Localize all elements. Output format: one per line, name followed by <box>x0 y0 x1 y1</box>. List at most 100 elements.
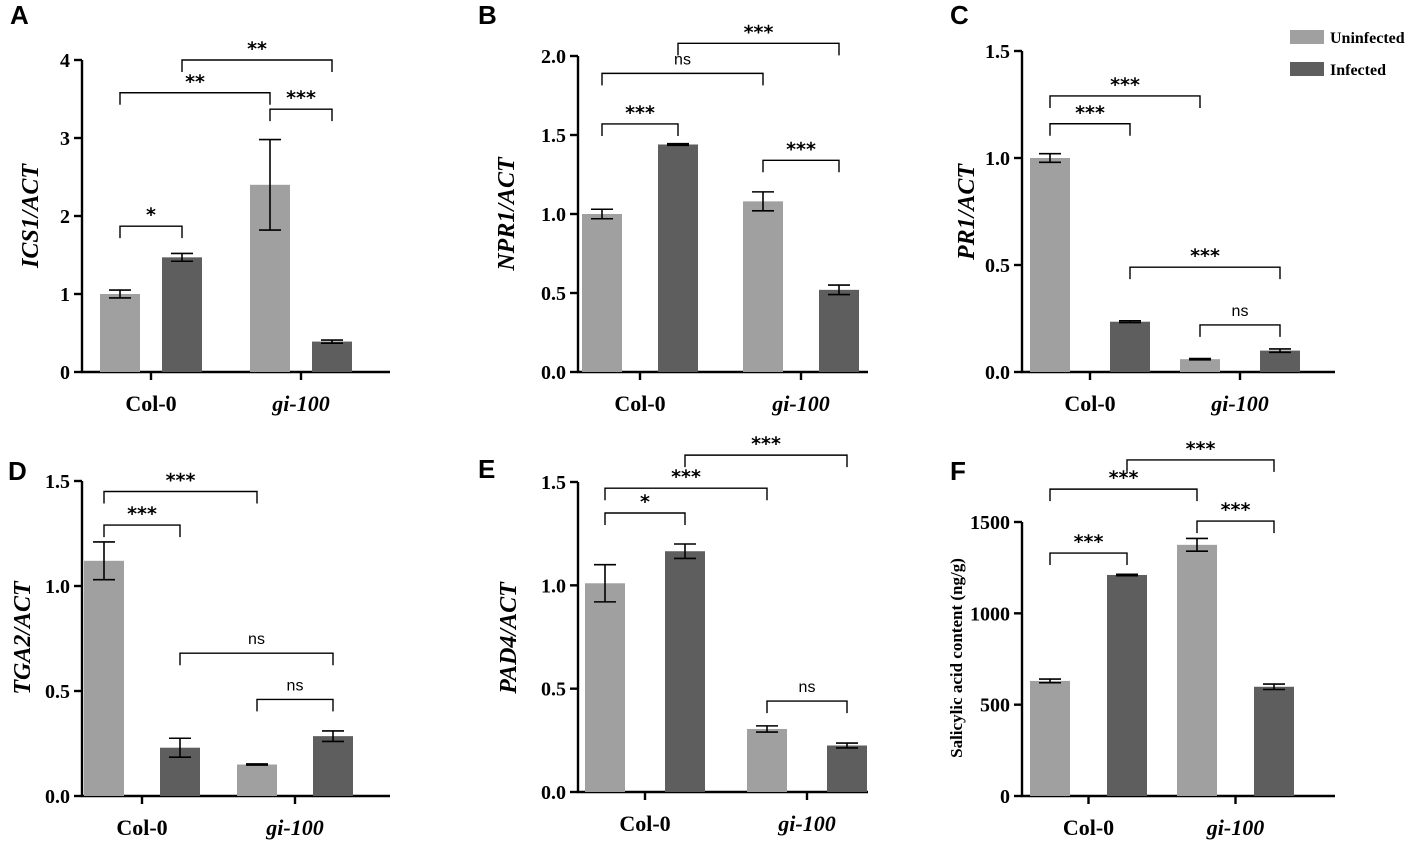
significance-bracket <box>1049 488 1198 502</box>
bar-uninfected-col-0 <box>585 583 625 792</box>
significance-label: * <box>640 491 650 513</box>
significance-bracket <box>1049 123 1131 136</box>
bar-infected-gi-100 <box>827 745 867 792</box>
y-tick-label: 1.0 <box>541 204 566 226</box>
significance-label: *** <box>625 102 655 124</box>
legend-swatch <box>1290 62 1324 76</box>
bar-infected-col-0 <box>162 257 202 372</box>
panel-letter: A <box>10 0 29 30</box>
bar-infected-col-0 <box>658 144 698 372</box>
significance-bracket <box>1129 266 1281 280</box>
legend: Uninfected Infected <box>1290 30 1405 79</box>
y-axis-label: PR1/ACT <box>954 163 980 261</box>
bar-uninfected-gi-100 <box>237 764 277 796</box>
significance-label: ns <box>674 51 691 68</box>
x-category-label: Col-0 <box>1064 391 1115 416</box>
significance-label: *** <box>1221 499 1251 521</box>
significance-label: ** <box>185 71 205 93</box>
panel-b: B 0.0 0.5 1.0 1.5 2.0 NPR1/ACT Col-0 gi-100 *** ns… <box>478 0 868 416</box>
y-tick-label: 0.5 <box>541 679 566 701</box>
panel-letter: C <box>950 0 969 30</box>
significance-label: *** <box>671 466 701 488</box>
significance-bracket <box>1199 324 1281 337</box>
significance-bracket <box>181 59 333 72</box>
x-category-label: gi-100 <box>1206 815 1264 840</box>
legend-swatch <box>1290 30 1324 44</box>
significance-label: ns <box>1232 303 1249 320</box>
panel-letter: F <box>950 456 966 486</box>
significance-bracket <box>601 72 764 86</box>
significance-label: ns <box>248 631 265 648</box>
significance-bracket <box>604 512 686 525</box>
y-tick-label: 0.5 <box>541 283 566 305</box>
y-tick-label: 1500 <box>970 512 1010 534</box>
y-tick-label: 1.0 <box>541 575 566 597</box>
significance-bracket <box>677 42 840 56</box>
significance-bracket <box>684 454 848 468</box>
significance-label: *** <box>1075 102 1105 124</box>
significance-label: *** <box>166 470 196 492</box>
x-category-label: Col-0 <box>1063 815 1114 840</box>
x-category-label: Col-0 <box>614 391 665 416</box>
significance-label: *** <box>286 87 316 109</box>
y-axis-label: TGA2/ACT <box>10 580 36 695</box>
y-tick-label: 1.5 <box>541 472 566 494</box>
y-tick-label: 1.5 <box>985 41 1010 63</box>
y-tick-label: 0 <box>1000 786 1010 808</box>
significance-bracket <box>1196 520 1275 534</box>
y-tick-label: 3 <box>60 128 70 150</box>
significance-bracket <box>119 92 271 105</box>
significance-label: *** <box>1110 74 1140 96</box>
significance-bracket <box>103 490 258 504</box>
significance-bracket <box>256 698 334 712</box>
bar-infected-gi-100 <box>819 289 859 372</box>
panel-f: F 0 500 1000 1500 Salicylic acid content (ng/… <box>947 438 1335 840</box>
significance-label: *** <box>1190 245 1220 267</box>
y-tick-label: 1.0 <box>985 148 1010 170</box>
y-tick-label: 1.5 <box>541 125 566 147</box>
significance-label: *** <box>744 21 774 43</box>
y-tick-label: 500 <box>980 695 1010 717</box>
significance-label: * <box>146 204 156 226</box>
y-tick-label: 4 <box>60 50 70 72</box>
x-category-label: gi-100 <box>265 815 323 840</box>
y-tick-label: 1.5 <box>45 471 70 493</box>
bar-uninfected-gi-100 <box>747 728 787 792</box>
panel-d: D 0.0 0.5 1.0 1.5 TGA2/ACT Col-0 gi-100 *** *** ns… <box>8 456 390 840</box>
x-category-label: gi-100 <box>1210 391 1268 416</box>
significance-bracket <box>601 123 679 136</box>
significance-bracket <box>119 225 183 239</box>
significance-label: *** <box>127 503 157 525</box>
bar-uninfected-col-0 <box>582 214 622 372</box>
significance-bracket <box>1049 552 1128 566</box>
significance-bracket <box>179 652 334 666</box>
x-category-label: gi-100 <box>777 811 835 836</box>
y-axis-label: PAD4/ACT <box>496 581 522 695</box>
y-tick-label: 0.5 <box>45 681 70 703</box>
y-axis-label: ICS1/ACT <box>18 163 44 269</box>
bar-infected-col-0 <box>665 551 705 792</box>
bar-uninfected-gi-100 <box>743 201 783 372</box>
x-category-label: Col-0 <box>116 815 167 840</box>
bar-infected-gi-100 <box>1254 686 1294 796</box>
y-tick-label: 2 <box>60 206 70 228</box>
bar-uninfected-col-0 <box>1030 680 1070 796</box>
y-tick-label: 0.0 <box>985 362 1010 384</box>
bar-uninfected-gi-100 <box>1177 544 1217 796</box>
y-tick-label: 1 <box>60 284 70 306</box>
y-axis-label: Salicylic acid content (ng/g) <box>947 558 966 758</box>
bar-infected-col-0 <box>1110 321 1150 372</box>
bar-uninfected-col-0 <box>84 560 124 796</box>
significance-label: *** <box>786 138 816 160</box>
significance-bracket <box>762 159 840 173</box>
significance-bracket <box>269 108 333 122</box>
x-category-label: Col-0 <box>125 391 176 416</box>
y-tick-label: 0 <box>60 362 70 384</box>
bar-uninfected-col-0 <box>1030 158 1070 372</box>
bar-infected-col-0 <box>1107 574 1147 796</box>
y-tick-label: 0.5 <box>985 255 1010 277</box>
